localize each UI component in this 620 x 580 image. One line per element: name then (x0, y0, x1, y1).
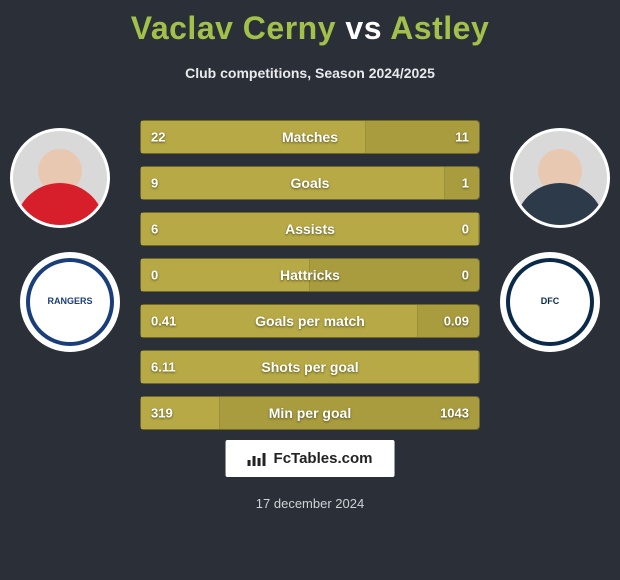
player1-club-crest: RANGERS (20, 252, 120, 352)
stat-label: Shots per goal (261, 359, 358, 375)
player2-club-crest: DFC (500, 252, 600, 352)
player2-avatar (510, 128, 610, 228)
stat-label: Goals (291, 175, 330, 191)
bar-chart-icon (248, 452, 266, 466)
comparison-title: Vaclav Cerny vs Astley (0, 0, 620, 47)
brand-badge: FcTables.com (226, 440, 395, 477)
stat-value-left: 22 (151, 130, 165, 145)
stat-label: Hattricks (280, 267, 340, 283)
stat-label: Goals per match (255, 313, 365, 329)
player1-avatar (10, 128, 110, 228)
stat-label: Matches (282, 129, 338, 145)
vs-text: vs (345, 10, 382, 46)
stat-value-left: 6 (151, 222, 158, 237)
stat-row: 319 Min per goal 1043 (140, 396, 480, 430)
stat-label: Assists (285, 221, 335, 237)
stat-value-right: 1 (462, 176, 469, 191)
player1-club-name: RANGERS (47, 297, 92, 307)
stat-row: 6 Assists 0 (140, 212, 480, 246)
stat-value-right: 1043 (440, 406, 469, 421)
avatar-body-icon (15, 183, 105, 228)
subtitle: Club competitions, Season 2024/2025 (0, 65, 620, 81)
stat-value-left: 9 (151, 176, 158, 191)
player2-name: Astley (390, 10, 489, 46)
stat-bars: 22 Matches 11 9 Goals 1 6 Assists 0 0 Hattricks 0 0.… (140, 120, 480, 442)
stat-label: Min per goal (269, 405, 351, 421)
brand-text: FcTables.com (274, 450, 373, 467)
stat-value-right: 11 (455, 130, 469, 145)
stat-value-right: 0 (462, 268, 469, 283)
stat-row: 6.11 Shots per goal (140, 350, 480, 384)
avatar-body-icon (515, 183, 605, 228)
player1-name: Vaclav Cerny (131, 10, 336, 46)
stat-row: 9 Goals 1 (140, 166, 480, 200)
stat-value-right: 0.09 (444, 314, 469, 329)
stat-value-left: 0 (151, 268, 158, 283)
stat-value-left: 0.41 (151, 314, 176, 329)
stat-row: 0.41 Goals per match 0.09 (140, 304, 480, 338)
stat-value-right: 0 (462, 222, 469, 237)
stat-value-left: 319 (151, 406, 173, 421)
player2-club-name: DFC (541, 297, 560, 307)
stat-row: 0 Hattricks 0 (140, 258, 480, 292)
stat-value-left: 6.11 (151, 360, 176, 375)
date-text: 17 december 2024 (256, 496, 364, 511)
stat-row: 22 Matches 11 (140, 120, 480, 154)
